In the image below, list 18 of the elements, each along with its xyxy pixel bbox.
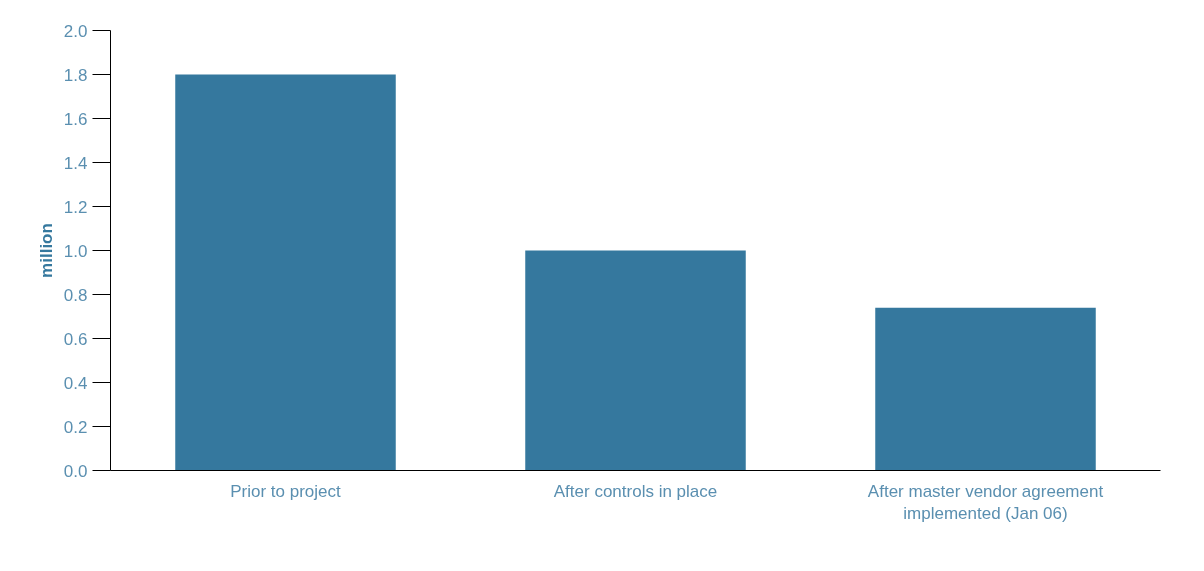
y-tick-label: 1.4: [63, 153, 88, 173]
y-tick-label: 0.6: [63, 329, 88, 349]
y-axis-title: million: [36, 223, 56, 278]
y-tick-label: 1.2: [63, 197, 88, 217]
x-tick-label: After controls in place: [553, 481, 718, 501]
y-tick-label: 0.0: [63, 461, 88, 481]
y-tick-label: 1.0: [63, 241, 88, 261]
x-tick-label: Prior to project: [230, 481, 342, 501]
y-tick-label: 2.0: [63, 21, 88, 41]
bar: [525, 250, 746, 471]
y-tick-label: 0.2: [63, 417, 88, 437]
x-tick-label: After master vendor agreement implemented (Jan 06): [867, 481, 1104, 524]
bar: [875, 307, 1096, 471]
y-tick-label: 0.8: [63, 285, 88, 305]
y-tick-label: 1.6: [63, 109, 88, 129]
bar: [175, 74, 396, 471]
y-tick-label: 1.8: [63, 65, 88, 85]
y-tick-label: 0.4: [63, 373, 88, 393]
